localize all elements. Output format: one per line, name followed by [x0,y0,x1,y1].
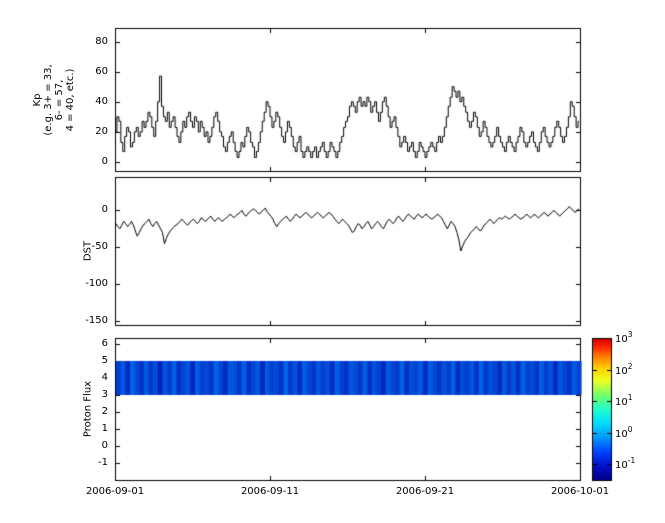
kp-ytick-label: 0 [101,155,108,167]
dst-ytick-label: -150 [85,315,108,327]
colorbar-tick-exponent: 2 [627,361,633,371]
proton-ytick-label: 0 [101,439,108,451]
kp-ytick-label: 80 [95,35,108,47]
xtick-label: 2006-09-11 [240,486,300,497]
colorbar-tick-label: 103 [615,329,633,346]
proton-flux-axis-label: Proton Flux [82,380,94,438]
colorbar-tick-label: 10-1 [615,456,636,472]
proton-ytick-label: 4 [101,371,108,383]
colorbar-tick-exponent: 1 [627,392,633,402]
kp-axis-label: Kp (e.g. 3+ = 33, 6- = 57, 4 = 40, etc.) [32,64,76,135]
xtick-label: 2006-10-01 [550,486,610,497]
xtick-label: 2006-09-01 [85,486,145,497]
colorbar-tick-label: 102 [615,361,633,377]
colorbar-tick-exponent: 3 [627,329,633,339]
proton-ytick-label: 6 [101,337,108,349]
kp-ytick-label: 60 [95,65,108,77]
kp-axis-label-line: 6- = 57, [54,79,65,121]
proton-ytick-label: -1 [98,456,108,468]
proton-ytick-label: 3 [101,388,108,400]
proton-ytick-label: 2 [101,405,108,417]
kp-axis-label-line: Kp [32,93,43,107]
proton-ytick-label: 1 [101,422,108,434]
xtick-label: 2006-09-21 [395,486,455,497]
dst-ytick-label: -50 [91,241,108,253]
kp-axis-label-line: (e.g. 3+ = 33, [43,64,54,136]
colorbar-tick-label: 101 [615,392,633,409]
colorbar-tick-exponent: 0 [627,424,633,434]
dst-ytick-label: 0 [101,204,108,216]
kp-axis-label-line: 4 = 40, etc.) [65,68,76,132]
colorbar-tick-exponent: -1 [627,456,636,466]
colorbar-tick-label: 100 [615,424,633,440]
kp-ytick-label: 20 [95,125,108,137]
kp-ytick-label: 40 [95,95,108,107]
dst-ytick-label: -100 [85,278,108,290]
proton-ytick-label: 5 [101,354,108,366]
